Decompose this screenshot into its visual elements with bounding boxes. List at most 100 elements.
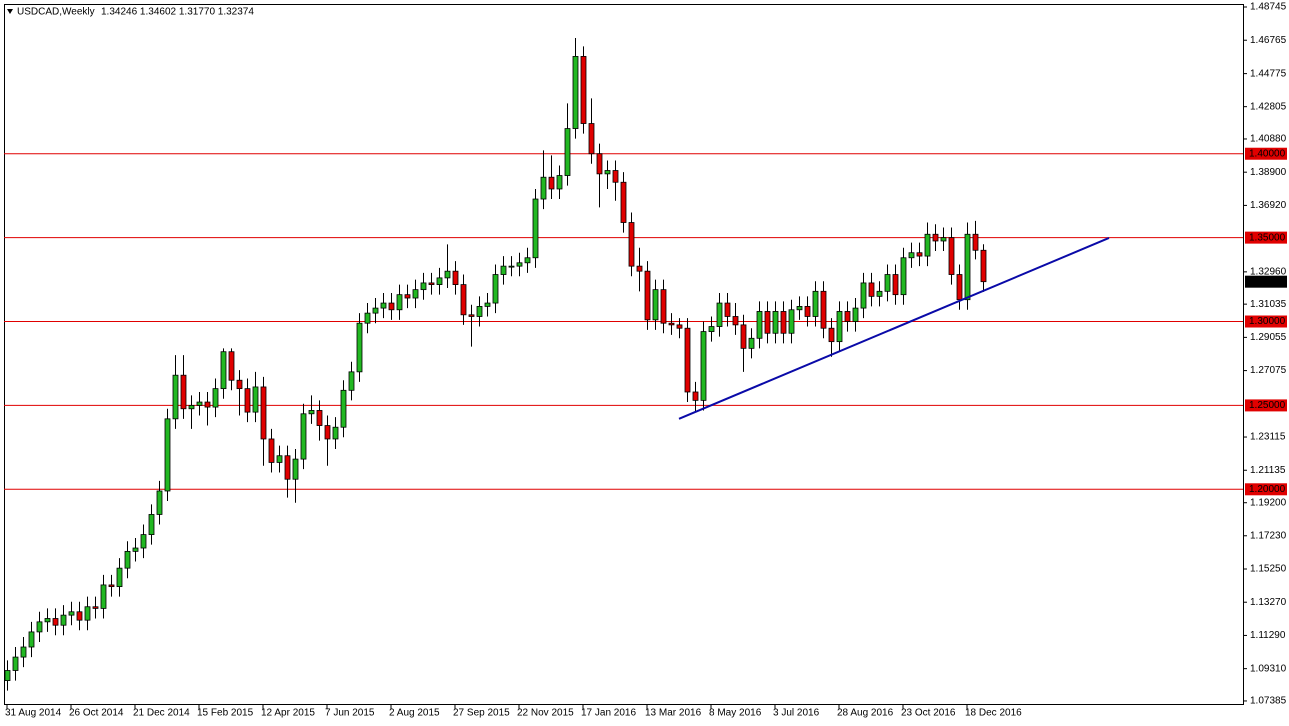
candle-body xyxy=(852,307,859,322)
level-label: 1.35000 xyxy=(1249,232,1286,243)
candle-body xyxy=(836,311,843,343)
candle-body xyxy=(284,455,291,480)
y-tick-label: 1.23115 xyxy=(1250,432,1286,443)
candle-body xyxy=(820,290,827,329)
x-tick-label: 31 Aug 2014 xyxy=(5,708,62,719)
candle-body xyxy=(92,606,99,609)
x-tick-label: 23 Oct 2016 xyxy=(901,708,956,719)
y-tick-label: 1.29055 xyxy=(1250,332,1287,343)
price-label-bg xyxy=(1245,275,1287,288)
y-tick-label: 1.32960 xyxy=(1250,266,1287,277)
candle-body xyxy=(828,327,835,343)
candle-body xyxy=(60,614,67,626)
candle-body xyxy=(764,311,771,334)
candle-body xyxy=(308,410,315,415)
candle-body xyxy=(876,290,883,297)
chart-title: USDCAD,Weekly xyxy=(17,7,95,18)
level-label: 1.40000 xyxy=(1249,148,1286,159)
candle-body xyxy=(692,391,699,401)
candle-body xyxy=(564,128,571,176)
candle-body xyxy=(148,514,155,535)
candle-body xyxy=(252,386,259,413)
candle-body xyxy=(740,324,747,349)
candle-body xyxy=(196,401,203,406)
candle-body xyxy=(68,611,75,616)
level-label-bg xyxy=(1245,147,1287,160)
candle-body xyxy=(668,322,675,326)
candle-body xyxy=(4,670,11,681)
candle-body xyxy=(436,277,443,286)
candle-body xyxy=(44,618,51,623)
x-tick-label: 22 Nov 2015 xyxy=(517,708,574,719)
candle-body xyxy=(268,438,275,463)
candle-body xyxy=(348,371,355,391)
candle-body xyxy=(324,425,331,440)
candle-body xyxy=(188,405,195,410)
candle-body xyxy=(908,252,915,259)
candle-body xyxy=(756,311,763,339)
candle-body xyxy=(356,322,363,373)
candle-body xyxy=(444,270,451,279)
candle-body xyxy=(460,284,467,316)
candle-body xyxy=(380,302,387,309)
candle-body xyxy=(236,379,243,390)
candle-body xyxy=(52,618,59,626)
x-tick-label: 17 Jan 2016 xyxy=(581,708,636,719)
candle-body xyxy=(596,153,603,175)
candle-body xyxy=(372,307,379,314)
candle-body xyxy=(972,233,979,251)
candle-body xyxy=(244,388,251,413)
x-tick-label: 18 Dec 2016 xyxy=(965,708,1022,719)
candle-body xyxy=(500,265,507,275)
candle-body xyxy=(100,584,107,609)
candle-body xyxy=(924,233,931,257)
candle-body xyxy=(84,606,91,621)
candle-body xyxy=(628,222,635,267)
candle-body xyxy=(20,646,27,658)
y-tick-label: 1.40880 xyxy=(1250,134,1287,145)
level-label-bg xyxy=(1245,315,1287,328)
candle-body xyxy=(260,386,267,440)
candle-body xyxy=(12,656,19,671)
candle-body xyxy=(588,123,595,155)
x-tick-label: 2 Aug 2015 xyxy=(389,708,440,719)
y-tick-label: 1.27075 xyxy=(1250,365,1287,376)
candle-body xyxy=(276,455,283,463)
candle-body xyxy=(172,374,179,420)
candle-body xyxy=(204,401,211,408)
candle-body xyxy=(964,233,971,301)
x-tick-label: 21 Dec 2014 xyxy=(133,708,190,719)
candle-body xyxy=(556,175,563,190)
candle-body xyxy=(772,311,779,334)
candle-body xyxy=(364,312,371,324)
candle-body xyxy=(780,311,787,334)
candle-body xyxy=(716,302,723,327)
candle-body xyxy=(484,302,491,307)
candle-body xyxy=(476,306,483,317)
ohlc-readout: 1.34246 1.34602 1.31770 1.32374 xyxy=(101,7,254,18)
candle-body xyxy=(652,289,659,321)
candle-body xyxy=(940,237,947,242)
candle-body xyxy=(708,326,715,332)
level-label-bg xyxy=(1245,231,1287,244)
candle-body xyxy=(116,567,123,588)
y-tick-label: 1.11290 xyxy=(1250,630,1286,641)
y-tick-label: 1.07385 xyxy=(1250,696,1287,707)
menu-arrow[interactable] xyxy=(7,9,13,14)
candle-body xyxy=(684,327,691,393)
candle-body xyxy=(660,289,667,324)
candle-body xyxy=(340,389,347,428)
candle-body xyxy=(396,294,403,311)
candle-body xyxy=(548,176,555,190)
candle-body xyxy=(412,289,419,299)
candle-body xyxy=(452,270,459,286)
candle-body xyxy=(132,547,139,552)
candle-body xyxy=(932,233,939,242)
candle-body xyxy=(676,324,683,329)
candle-body xyxy=(604,170,611,175)
candle-body xyxy=(468,314,475,317)
level-label: 1.20000 xyxy=(1249,484,1286,495)
x-tick-label: 12 Apr 2015 xyxy=(261,708,315,719)
candle-body xyxy=(980,249,987,283)
y-tick-label: 1.17230 xyxy=(1250,530,1287,541)
